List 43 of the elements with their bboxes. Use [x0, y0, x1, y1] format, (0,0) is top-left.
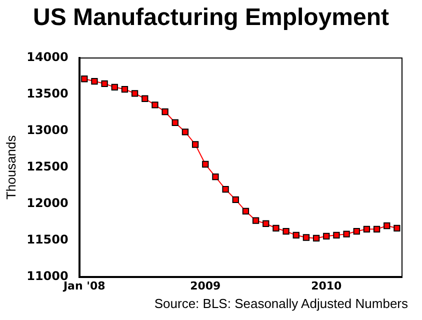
point [282, 228, 290, 235]
point [363, 226, 370, 233]
point [222, 186, 229, 193]
point [182, 128, 189, 136]
source-note: Source: BLS: Seasonally Adjusted Numbers [154, 296, 408, 311]
point [202, 160, 209, 168]
point [242, 208, 250, 214]
point [172, 119, 178, 126]
point [373, 226, 380, 233]
point [101, 80, 108, 87]
y-axis-title: Thousands [3, 134, 18, 200]
point [272, 224, 280, 232]
point [212, 173, 219, 180]
y-tick-label: 13500 [26, 86, 68, 101]
point [343, 230, 350, 238]
point [394, 224, 400, 232]
point [333, 232, 340, 238]
y-tick-label: 12500 [26, 160, 68, 174]
point [81, 76, 88, 82]
point [323, 232, 330, 240]
point [111, 84, 118, 90]
point [353, 228, 360, 235]
point [91, 78, 98, 85]
x-tick-label: 2010 [311, 279, 342, 292]
point [312, 234, 320, 242]
point [252, 217, 260, 224]
y-tick-label: 11500 [26, 232, 68, 246]
y-tick-label: 13000 [26, 123, 68, 138]
point [121, 86, 128, 93]
point [232, 196, 239, 204]
x-tick-label: 2009 [190, 279, 221, 292]
y-tick-label: 12000 [26, 196, 68, 210]
point [142, 95, 148, 102]
point [302, 234, 310, 241]
point [152, 102, 158, 108]
point [262, 220, 270, 227]
point [192, 141, 199, 148]
point [162, 108, 168, 116]
point [384, 222, 390, 230]
point [292, 232, 300, 238]
y-tick-label: 14000 [26, 50, 68, 64]
chart-title: US Manufacturing Employment [32, 4, 390, 32]
point [131, 90, 138, 97]
